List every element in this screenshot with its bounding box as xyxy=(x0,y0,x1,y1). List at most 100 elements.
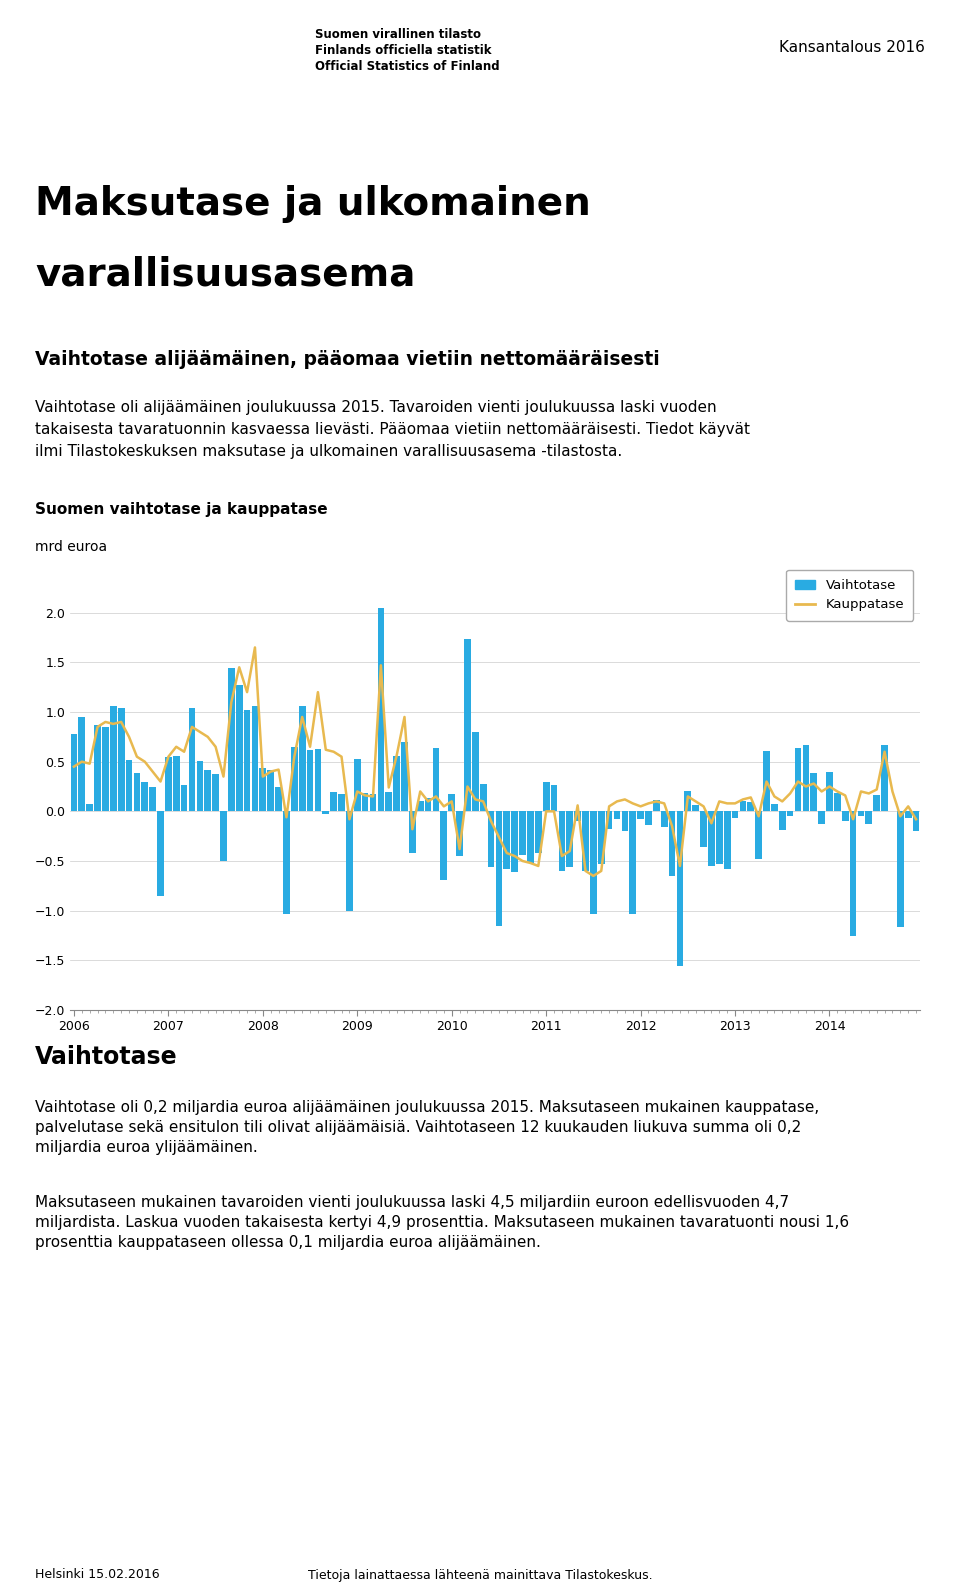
Text: prosenttia kauppataseen ollessa 0,1 miljardia euroa alijäämäinen.: prosenttia kauppataseen ollessa 0,1 milj… xyxy=(35,1235,540,1250)
Bar xyxy=(346,812,352,911)
Bar xyxy=(684,791,691,812)
Text: Vaihtotase: Vaihtotase xyxy=(35,1044,178,1068)
Bar xyxy=(244,710,251,812)
Text: Suomen virallinen tilasto: Suomen virallinen tilasto xyxy=(315,29,481,41)
Text: miljardia euroa ylijäämäinen.: miljardia euroa ylijäämäinen. xyxy=(35,1140,257,1156)
Line: Kauppatase: Kauppatase xyxy=(74,648,916,876)
Kauppatase xyxy=(202,728,213,747)
Bar xyxy=(771,804,778,812)
Bar xyxy=(86,804,93,812)
Bar xyxy=(512,812,518,872)
Bar xyxy=(660,812,667,828)
Bar xyxy=(630,812,636,914)
Bar xyxy=(401,742,408,812)
Text: mrd euroa: mrd euroa xyxy=(35,540,108,554)
Bar xyxy=(141,782,148,812)
Bar xyxy=(283,812,290,914)
Bar xyxy=(677,812,684,966)
Bar xyxy=(827,772,833,812)
Bar xyxy=(613,812,620,820)
Bar xyxy=(874,796,880,812)
Text: palvelutase sekä ensitulon tili olivat alijäämäisiä. Vaihtotaseen 12 kuukauden l: palvelutase sekä ensitulon tili olivat a… xyxy=(35,1121,802,1135)
Bar xyxy=(370,794,376,812)
Bar xyxy=(354,759,361,812)
Bar xyxy=(732,812,738,818)
Kauppatase xyxy=(824,777,835,796)
Text: miljardista. Laskua vuoden takaisesta kertyi 4,9 prosenttia. Maksutaseen mukaine: miljardista. Laskua vuoden takaisesta ke… xyxy=(35,1215,850,1231)
Bar xyxy=(653,801,660,812)
Bar xyxy=(102,728,108,812)
Bar xyxy=(362,793,369,812)
Bar xyxy=(276,786,282,812)
Bar xyxy=(330,793,337,812)
Bar xyxy=(338,794,345,812)
Bar xyxy=(842,812,849,821)
Kauppatase xyxy=(469,790,481,809)
Bar xyxy=(779,812,785,829)
Bar xyxy=(456,812,463,856)
Bar xyxy=(220,812,227,861)
Bar xyxy=(299,705,305,812)
Bar xyxy=(739,801,746,812)
Bar xyxy=(417,801,423,812)
Bar xyxy=(881,745,888,812)
Text: Vaihtotase alijäämäinen, pääomaa vietiin nettomääräisesti: Vaihtotase alijäämäinen, pääomaa vietiin… xyxy=(35,350,660,369)
Bar xyxy=(590,812,597,914)
Bar xyxy=(228,669,234,812)
Text: Official Statistics of Finland: Official Statistics of Finland xyxy=(315,60,499,73)
Bar xyxy=(795,748,802,812)
Kauppatase xyxy=(155,772,166,791)
Bar xyxy=(566,812,573,868)
Bar xyxy=(480,783,487,812)
Bar xyxy=(748,802,755,812)
Bar xyxy=(315,748,322,812)
Bar xyxy=(645,812,652,825)
Bar xyxy=(834,793,841,812)
Bar xyxy=(606,812,612,829)
Bar xyxy=(574,812,581,821)
Bar xyxy=(433,748,440,812)
Bar xyxy=(212,774,219,812)
Text: Maksutase ja ulkomainen: Maksutase ja ulkomainen xyxy=(35,185,590,223)
Bar xyxy=(582,812,588,871)
Bar xyxy=(669,812,676,876)
Bar xyxy=(535,812,541,853)
Text: Finlands officiella statistik: Finlands officiella statistik xyxy=(315,45,492,57)
Text: varallisuusasema: varallisuusasema xyxy=(35,255,416,293)
Bar xyxy=(527,812,534,863)
Bar xyxy=(724,812,731,869)
Bar xyxy=(385,793,392,812)
Bar xyxy=(126,759,132,812)
Bar xyxy=(866,812,873,825)
Bar xyxy=(409,812,416,853)
Bar xyxy=(180,785,187,812)
Bar xyxy=(377,608,384,812)
Bar xyxy=(692,806,699,812)
Bar xyxy=(857,812,864,817)
Text: Suomen vaihtotase ja kauppatase: Suomen vaihtotase ja kauppatase xyxy=(35,501,327,517)
Bar xyxy=(756,812,762,860)
Text: Helsinki 15.02.2016: Helsinki 15.02.2016 xyxy=(35,1568,159,1581)
Bar xyxy=(621,812,628,831)
Bar xyxy=(306,750,313,812)
Bar xyxy=(637,812,644,820)
Bar xyxy=(519,812,526,855)
Bar xyxy=(708,812,715,866)
Text: ilmi Tilastokeskuksen maksutase ja ulkomainen varallisuusasema -tilastosta.: ilmi Tilastokeskuksen maksutase ja ulkom… xyxy=(35,444,622,458)
Kauppatase xyxy=(588,866,599,885)
Bar xyxy=(204,769,211,812)
Bar xyxy=(110,705,116,812)
Bar xyxy=(94,724,101,812)
Bar xyxy=(71,734,78,812)
Text: Tietoja lainattaessa lähteenä mainittava Tilastokeskus.: Tietoja lainattaessa lähteenä mainittava… xyxy=(308,1568,652,1581)
Kauppatase xyxy=(250,638,261,657)
Text: Vaihtotase oli alijäämäinen joulukuussa 2015. Tavaroiden vienti joulukuussa lask: Vaihtotase oli alijäämäinen joulukuussa … xyxy=(35,400,716,416)
Text: takaisesta tavaratuonnin kasvaessa lievästi. Pääomaa vietiin nettomääräisesti. T: takaisesta tavaratuonnin kasvaessa lievä… xyxy=(35,422,750,436)
Bar xyxy=(803,745,809,812)
Text: Vaihtotase oli 0,2 miljardia euroa alijäämäinen joulukuussa 2015. Maksutaseen mu: Vaihtotase oli 0,2 miljardia euroa alijä… xyxy=(35,1100,819,1114)
Bar xyxy=(394,756,400,812)
Bar xyxy=(818,812,825,825)
Legend: Vaihtotase, Kauppatase: Vaihtotase, Kauppatase xyxy=(786,570,913,621)
Bar xyxy=(197,761,204,812)
Bar xyxy=(133,772,140,812)
